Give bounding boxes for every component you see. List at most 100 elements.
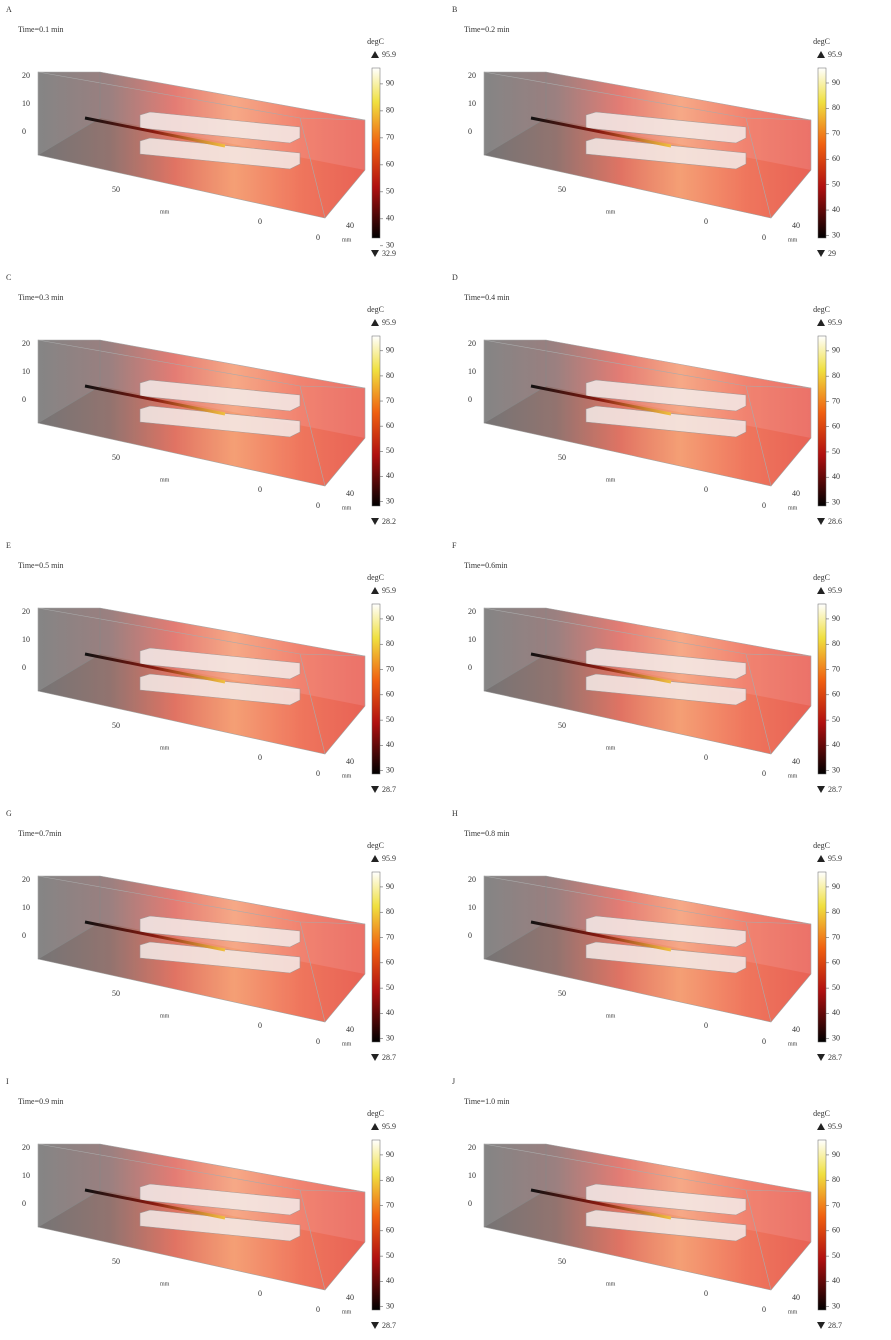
colorbar-tick-label: 50 [386, 715, 394, 724]
axis-unit: mm [342, 1041, 352, 1047]
z-tick-label: 20 [22, 339, 30, 348]
colorbar-min: 29 [828, 249, 836, 258]
colorbar-tick-label: 60 [832, 154, 840, 163]
figure: ATime=0.1 min20100500040mmmmdegC95.99080… [0, 0, 891, 1340]
colorbar-tick-label: 70 [832, 129, 840, 138]
x-tick-label: 50 [558, 1257, 566, 1266]
axis-unit: mm [606, 477, 616, 483]
panel-label: F [452, 541, 457, 550]
colorbar-tick-label: 80 [832, 907, 840, 916]
z-tick-label: 10 [22, 903, 30, 912]
colorbar-tick-label: 40 [832, 1008, 840, 1017]
axis-unit: mm [788, 773, 798, 779]
colorbar-tick-label: 90 [832, 882, 840, 891]
y-tick-label: 0 [316, 501, 320, 510]
x-tick-label: 0 [704, 1021, 708, 1030]
z-tick-label: 0 [22, 395, 26, 404]
colorbar [372, 1140, 380, 1310]
colorbar-tick-label: 90 [386, 79, 394, 88]
time-label: Time=0.6min [464, 561, 508, 570]
min-marker [371, 518, 379, 525]
colorbar-tick-label: 30 [832, 1034, 840, 1043]
y-tick-label: 0 [762, 233, 766, 242]
min-marker [371, 1322, 379, 1329]
axis-unit: mm [160, 209, 170, 215]
colorbar-tick-label: 40 [386, 1276, 394, 1285]
colorbar-tick-label: 90 [386, 882, 394, 891]
max-marker [371, 51, 379, 58]
colorbar-unit: degC [367, 573, 384, 582]
x-tick-label: 0 [258, 217, 262, 226]
z-tick-label: 0 [468, 395, 472, 404]
panel: ITime=0.9 min20100500040mmmmdegC95.99080… [6, 1077, 396, 1330]
max-marker [371, 319, 379, 326]
colorbar [372, 68, 380, 238]
panel: CTime=0.3 min20100500040mmmmdegC95.99080… [6, 273, 396, 526]
x-tick-label: 0 [258, 1289, 262, 1298]
z-tick-label: 10 [22, 1171, 30, 1180]
colorbar-min: 28.7 [382, 1053, 396, 1062]
x-tick-label: 50 [558, 185, 566, 194]
panel-label: D [452, 273, 458, 282]
axis-unit: mm [342, 505, 352, 511]
colorbar-max: 95.9 [382, 1122, 396, 1131]
panel-label: E [6, 541, 11, 550]
panel-label: B [452, 5, 457, 14]
colorbar-min: 32.9 [382, 249, 396, 258]
time-label: Time=0.9 min [18, 1097, 64, 1106]
axis-unit: mm [160, 745, 170, 751]
panel-label: J [452, 1077, 455, 1086]
colorbar-tick-label: 90 [832, 78, 840, 87]
x-tick-label: 50 [112, 721, 120, 730]
colorbar-tick-label: 80 [386, 907, 394, 916]
colorbar-tick-label: 80 [832, 639, 840, 648]
colorbar-tick-label: 60 [832, 1226, 840, 1235]
axis-unit: mm [342, 237, 352, 243]
z-tick-label: 0 [22, 127, 26, 136]
z-tick-label: 10 [468, 903, 476, 912]
colorbar-tick-label: 40 [386, 1008, 394, 1017]
axis-unit: mm [160, 1281, 170, 1287]
axis-unit: mm [606, 1281, 616, 1287]
x-tick-label: 50 [558, 989, 566, 998]
colorbar-tick-label: 40 [386, 740, 394, 749]
z-tick-label: 10 [22, 367, 30, 376]
colorbar-tick-label: 80 [832, 1175, 840, 1184]
colorbar-tick-label: 50 [386, 446, 394, 455]
time-label: Time=0.8 min [464, 829, 510, 838]
colorbar-tick-label: 70 [386, 1200, 394, 1209]
colorbar-min: 28.7 [382, 785, 396, 794]
z-tick-label: 10 [22, 635, 30, 644]
colorbar-tick-label: 80 [386, 1175, 394, 1184]
x-tick-label: 0 [704, 217, 708, 226]
z-tick-label: 0 [468, 127, 472, 136]
max-marker [817, 587, 825, 594]
y-tick-label: 40 [346, 1293, 354, 1302]
y-tick-label: 0 [316, 1037, 320, 1046]
axis-unit: mm [788, 505, 798, 511]
y-tick-label: 40 [346, 489, 354, 498]
colorbar-min: 28.7 [828, 1321, 842, 1330]
colorbar-tick-label: 80 [832, 103, 840, 112]
z-tick-label: 0 [22, 663, 26, 672]
y-tick-label: 40 [792, 1293, 800, 1302]
z-tick-label: 0 [22, 931, 26, 940]
colorbar-tick-label: 70 [832, 1200, 840, 1209]
y-tick-label: 40 [346, 757, 354, 766]
colorbar-tick-label: 50 [832, 1251, 840, 1260]
min-marker [371, 1054, 379, 1061]
time-label: Time=0.3 min [18, 293, 64, 302]
colorbar-tick-label: 80 [386, 371, 394, 380]
colorbar-max: 95.9 [828, 50, 842, 59]
colorbar-min: 28.7 [828, 1053, 842, 1062]
colorbar-unit: degC [367, 1109, 384, 1118]
panel: HTime=0.8 min20100500040mmmmdegC95.99080… [452, 809, 842, 1062]
max-marker [371, 1123, 379, 1130]
axis-unit: mm [788, 1309, 798, 1315]
panel-label: H [452, 809, 458, 818]
max-marker [371, 587, 379, 594]
colorbar [818, 68, 826, 238]
min-marker [371, 250, 379, 257]
colorbar-tick-label: 40 [832, 1276, 840, 1285]
